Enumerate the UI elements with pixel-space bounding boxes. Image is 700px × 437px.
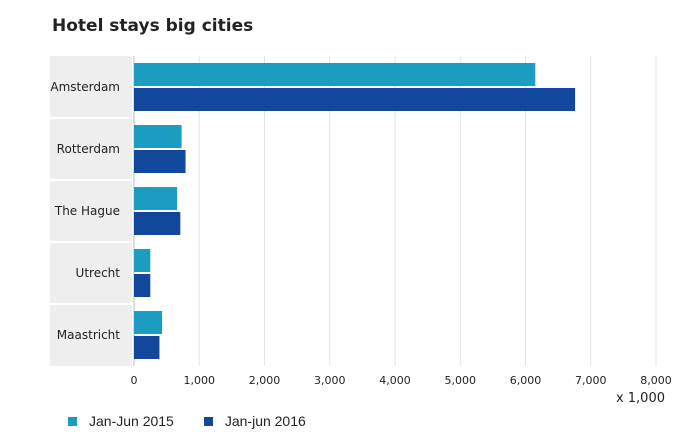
legend-swatch xyxy=(203,416,213,426)
category-band xyxy=(50,56,132,366)
bar xyxy=(134,88,576,111)
legend-swatch xyxy=(68,416,77,426)
x-tick-label: 1,000 xyxy=(184,374,216,387)
bar xyxy=(134,311,163,334)
bar xyxy=(134,336,160,359)
category-labels: Amsterdam Rotterdam The Hague Utrecht Maastr… xyxy=(50,80,132,342)
bar xyxy=(134,63,536,86)
legend: Jan-Jun 2015 Jan-jun 2016 xyxy=(68,413,336,429)
legend-item: Jan-jun 2016 xyxy=(203,413,306,429)
bar xyxy=(134,212,181,235)
x-tick-label: 0 xyxy=(131,374,138,387)
bars xyxy=(134,63,576,359)
x-tick-label: 5,000 xyxy=(445,374,477,387)
category-label: Maastricht xyxy=(57,328,120,342)
x-tick-label: 7,000 xyxy=(575,374,607,387)
category-label: Utrecht xyxy=(76,266,121,280)
bar xyxy=(134,249,151,272)
x-tick-label: 6,000 xyxy=(510,374,542,387)
bar xyxy=(134,274,151,297)
x-unit-label: x 1,000 xyxy=(616,391,665,406)
x-tick-labels: 0 1,000 2,000 3,000 4,000 5,000 6,000 7,000 8,00… xyxy=(131,374,672,387)
x-tick-label: 4,000 xyxy=(379,374,411,387)
bar xyxy=(134,125,182,148)
legend-label: Jan-Jun 2015 xyxy=(89,413,174,429)
legend-label: Jan-jun 2016 xyxy=(224,413,306,429)
x-tick-label: 8,000 xyxy=(640,374,672,387)
chart-title: Hotel stays big cities xyxy=(52,16,254,36)
category-label: Amsterdam xyxy=(50,80,120,94)
legend-item: Jan-Jun 2015 xyxy=(68,413,174,429)
category-label: Rotterdam xyxy=(57,142,120,156)
bar xyxy=(134,150,186,173)
bar xyxy=(134,187,178,210)
x-tick-label: 3,000 xyxy=(314,374,346,387)
bar-chart: Amsterdam Rotterdam The Hague Utrecht Maastr… xyxy=(50,56,672,406)
category-label: The Hague xyxy=(54,204,120,218)
x-tick-label: 2,000 xyxy=(249,374,281,387)
